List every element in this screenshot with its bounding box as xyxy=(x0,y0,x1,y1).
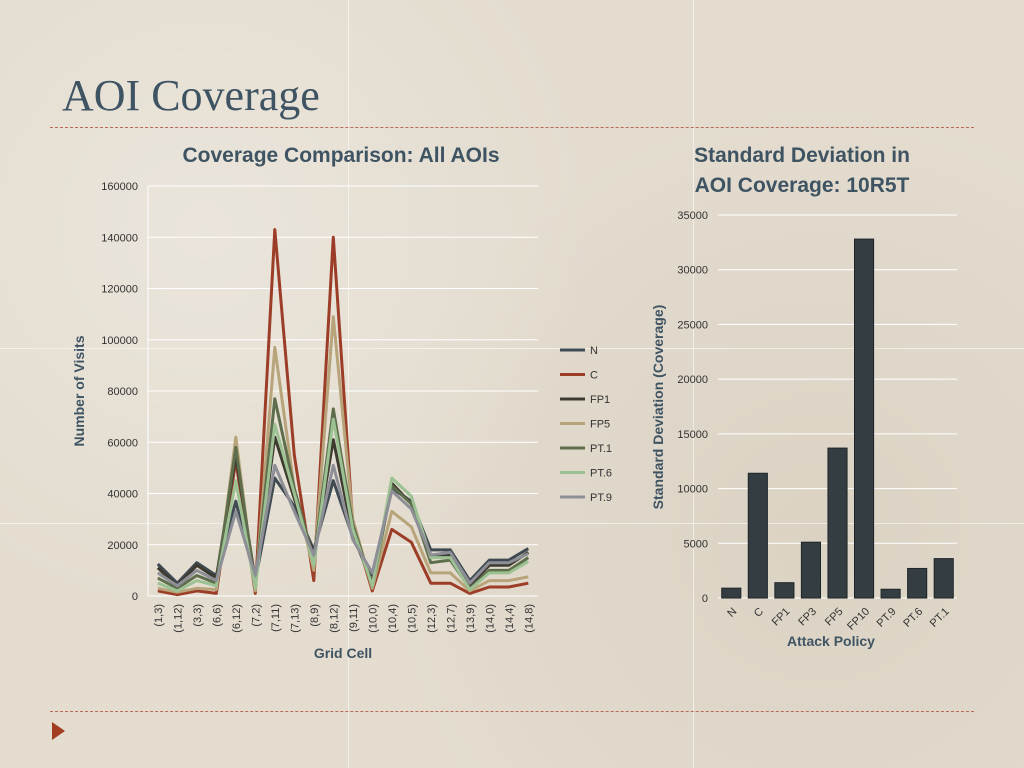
bar-chart-x-tick-label: FP3 xyxy=(796,606,819,629)
bar-pt6 xyxy=(907,567,928,599)
legend-label: FP1 xyxy=(590,394,610,406)
bar-pt1 xyxy=(933,558,954,599)
bar-chart-y-axis-title: Standard Deviation (Coverage) xyxy=(650,305,666,510)
line-chart-x-tick-label: (12,7) xyxy=(445,604,457,633)
legend-label: PT.6 xyxy=(590,468,612,480)
bar-chart-x-tick-label: PT.6 xyxy=(901,606,925,630)
bar-chart-x-tick-label: FP10 xyxy=(845,606,872,633)
legend-label: PT.1 xyxy=(590,443,612,455)
bar-n xyxy=(721,587,742,599)
legend-label: PT.9 xyxy=(590,492,612,504)
series-line-pt9 xyxy=(156,463,529,588)
footer-divider xyxy=(50,711,974,712)
line-chart-y-tick-label: 20000 xyxy=(107,540,138,552)
line-chart-x-tick-label: (10,5) xyxy=(406,604,418,633)
line-chart-y-tick-label: 80000 xyxy=(107,386,138,398)
line-chart-x-tick-label: (12,3) xyxy=(426,604,438,633)
line-chart-y-tick-label: 60000 xyxy=(107,437,138,449)
legend-label: C xyxy=(590,370,598,382)
bar-c xyxy=(747,472,768,599)
line-chart-x-tick-label: (3,3) xyxy=(192,604,204,627)
line-chart-title: Coverage Comparison: All AOIs xyxy=(182,144,499,167)
bar-chart-y-tick-label: 25000 xyxy=(677,319,708,331)
line-chart-x-tick-label: (14,4) xyxy=(504,604,516,633)
line-chart-y-tick-label: 140000 xyxy=(101,232,138,244)
line-chart-x-tick-label: (7,11) xyxy=(270,604,282,632)
line-chart-x-tick-label: (7,2) xyxy=(250,604,262,627)
line-chart-x-tick-label: (8,9) xyxy=(309,604,321,627)
bar-chart-y-tick-label: 5000 xyxy=(684,538,708,550)
bar-chart-y-tick-label: 15000 xyxy=(677,429,708,441)
line-chart-y-tick-label: 0 xyxy=(132,591,138,603)
line-chart-x-tick-label: (8,12) xyxy=(328,604,340,633)
bar-chart-x-tick-label: PT.9 xyxy=(875,606,899,630)
bar-chart-x-tick-label: C xyxy=(752,606,766,620)
bar-chart-x-axis-title: Attack Policy xyxy=(787,633,875,649)
next-slide-arrow-icon[interactable] xyxy=(52,722,65,740)
bar-chart-y-tick-label: 35000 xyxy=(677,210,708,222)
bar-fp5 xyxy=(827,447,848,599)
bar-chart-x-tick-label: N xyxy=(725,606,739,620)
line-chart-y-tick-label: 40000 xyxy=(107,489,138,501)
line-chart-y-axis-title: Number of Visits xyxy=(71,335,87,446)
line-chart-x-tick-label: (14,0) xyxy=(484,604,496,633)
bar-chart-x-tick-label: PT.1 xyxy=(928,606,952,630)
line-chart-x-tick-label: (14,8) xyxy=(523,604,535,633)
bar-chart-x-tick-label: FP1 xyxy=(770,606,793,629)
slide-title: AOI Coverage xyxy=(62,71,320,120)
bar-chart-y-tick-label: 0 xyxy=(702,593,708,605)
bar-chart-y-tick-label: 20000 xyxy=(677,374,708,386)
legend-label: N xyxy=(590,345,598,357)
line-chart-x-tick-label: (6,6) xyxy=(211,604,223,627)
line-chart-x-tick-label: (7,13) xyxy=(289,604,301,633)
bar-pt9 xyxy=(880,588,901,599)
bar-fp3 xyxy=(800,541,822,599)
bar-chart-x-tick-label: FP5 xyxy=(823,606,846,629)
line-chart-x-tick-label: (13,9) xyxy=(465,604,477,633)
line-chart-y-tick-label: 120000 xyxy=(101,284,138,296)
line-chart-x-tick-label: (1,3) xyxy=(153,604,165,627)
line-chart-x-tick-label: (10,0) xyxy=(367,604,379,633)
line-chart-x-tick-label: (1,12) xyxy=(172,604,184,633)
line-chart-y-tick-label: 100000 xyxy=(101,335,138,347)
line-chart-y-tick-label: 160000 xyxy=(101,181,138,193)
bar-chart-title-line-1: Standard Deviation in xyxy=(694,144,910,167)
bar-chart-y-tick-label: 10000 xyxy=(677,484,708,496)
title-divider xyxy=(50,127,974,128)
bar-fp10 xyxy=(853,238,875,599)
bar-chart-y-tick-label: 30000 xyxy=(677,265,708,277)
line-chart-x-tick-label: (10,4) xyxy=(387,604,399,633)
bar-fp1 xyxy=(774,582,795,599)
line-chart-x-axis-title: Grid Cell xyxy=(314,645,372,661)
bar-chart-title-line-2: AOI Coverage: 10R5T xyxy=(695,174,910,197)
legend-label: FP5 xyxy=(590,419,610,431)
line-chart-x-tick-label: (6,12) xyxy=(231,604,243,633)
line-chart-x-tick-label: (9,11) xyxy=(348,604,360,632)
